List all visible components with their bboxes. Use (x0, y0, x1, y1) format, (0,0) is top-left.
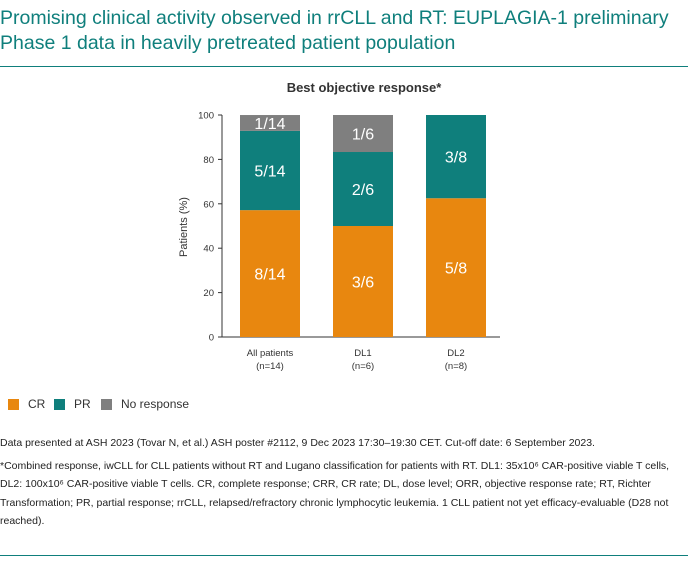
legend-item-cr: CR (8, 397, 45, 411)
bar-data-label: 2/6 (352, 182, 374, 199)
legend-swatch-pr (54, 398, 65, 410)
bar-segment-no-response (240, 115, 300, 131)
y-tick-label: 80 (203, 155, 214, 166)
x-tick-label: All patients (247, 348, 294, 359)
legend-item-pr: PR (54, 397, 91, 411)
bar-data-label: 5/14 (254, 164, 285, 181)
legend-label-cr: CR (28, 397, 46, 411)
bar-segment-pr (426, 115, 486, 199)
bar-segment-no-response (333, 115, 393, 153)
y-axis-label: Patients (%) (178, 197, 190, 257)
header-divider (0, 66, 688, 67)
y-tick-label: 40 (203, 244, 214, 255)
footnote-definitions: *Combined response, iwCLL for CLL patien… (0, 459, 670, 528)
y-tick-label: 0 (209, 333, 214, 344)
bar-data-label: 5/8 (445, 261, 467, 278)
footnotes: Data presented at ASH 2023 (Tovar N, et … (0, 434, 684, 531)
x-tick-sublabel: (n=8) (445, 361, 467, 372)
y-tick-label: 20 (203, 288, 214, 299)
legend-swatch-cr (8, 398, 19, 410)
bar-segment-pr (240, 130, 300, 211)
legend-label-pr: PR (74, 397, 91, 411)
legend-swatch-no-response (101, 398, 112, 410)
response-chart: Best objective response* Patients (%) 0 2… (178, 80, 500, 372)
x-tick-label: DL2 (447, 348, 464, 359)
x-tick-label: DL1 (354, 348, 371, 359)
y-tick-label: 100 (198, 111, 214, 122)
bar-segment-pr (333, 152, 393, 226)
bar-data-label: 1/14 (254, 116, 285, 133)
chart-title: Best objective response* (287, 80, 443, 95)
bar-data-label: 1/6 (352, 127, 374, 144)
footnote-source: Data presented at ASH 2023 (Tovar N, et … (0, 437, 595, 449)
legend-item-no-response: No response (101, 397, 189, 411)
footer-divider (0, 555, 688, 556)
bar-data-label: 3/6 (352, 275, 374, 292)
x-tick-sublabel: (n=14) (256, 361, 284, 372)
bar-data-label: 3/8 (445, 150, 467, 167)
x-tick-sublabel: (n=6) (352, 361, 374, 372)
bar-segment-cr (240, 210, 300, 337)
legend-label-no-response: No response (121, 397, 190, 411)
bar-segment-cr (333, 226, 393, 337)
page-title: Promising clinical activity observed in … (0, 7, 669, 54)
y-tick-label: 60 (203, 199, 214, 210)
bar-data-label: 8/14 (254, 267, 285, 284)
bar-segment-cr (426, 198, 486, 337)
